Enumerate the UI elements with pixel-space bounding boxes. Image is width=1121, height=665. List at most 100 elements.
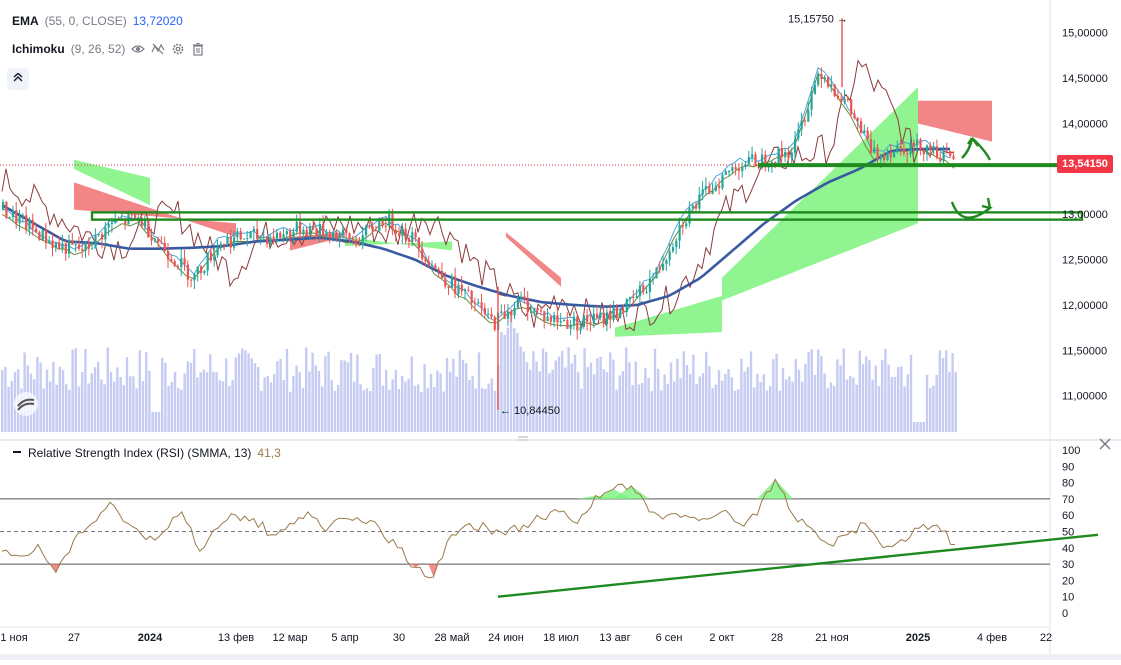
candle-up: [318, 224, 321, 236]
candle-down: [77, 244, 81, 249]
rsi-tick-label: 10: [1062, 592, 1074, 604]
volume-bar: [618, 375, 621, 432]
candle-down: [899, 145, 902, 149]
candle-up: [675, 240, 678, 248]
volume-bar: [682, 351, 685, 432]
candle-up: [807, 109, 810, 122]
candle-up: [741, 166, 744, 172]
candle-up: [662, 264, 665, 270]
volume-bar: [945, 350, 948, 432]
candle-up: [513, 307, 516, 316]
candle-up: [91, 248, 94, 250]
candle-down: [38, 232, 41, 241]
ema-value: 13,72020: [132, 14, 183, 28]
time-axis-label: 6 сен: [656, 632, 683, 644]
candle-down: [945, 150, 948, 152]
volume-bar: [100, 379, 103, 432]
volume-bar: [788, 376, 791, 432]
ichimoku-legend[interactable]: Ichimoku (9, 26, 52): [12, 42, 205, 56]
volume-bar: [308, 371, 311, 432]
candle-up: [216, 246, 219, 256]
volume-bar: [228, 386, 231, 432]
volume-bar: [669, 362, 673, 432]
ema-legend[interactable]: EMA (55, 0, CLOSE) 13,72020: [12, 14, 183, 28]
volume-bar: [471, 375, 474, 432]
rsi-pane: [0, 478, 1099, 598]
volume-bar: [685, 365, 689, 432]
candle-up: [629, 296, 632, 300]
candle-down: [407, 238, 411, 242]
candle-up: [563, 319, 566, 321]
candle-down: [596, 313, 599, 318]
candle-down: [850, 99, 853, 114]
candle-down: [150, 237, 153, 241]
volume-bar: [855, 384, 858, 432]
volume-bar: [381, 385, 385, 432]
volume-bar: [49, 381, 52, 432]
volume-bar: [1, 369, 4, 432]
volume-bar: [273, 374, 276, 432]
eye-icon[interactable]: [131, 42, 146, 56]
rsi-tick-label: 50: [1062, 527, 1074, 539]
candle-down: [345, 229, 348, 234]
volume-bar: [375, 354, 378, 432]
volume-bar: [625, 347, 628, 432]
candle-up: [8, 217, 11, 219]
candle-down: [130, 214, 133, 216]
volume-bar: [122, 385, 125, 432]
candle-down: [44, 229, 48, 244]
volume-bar: [477, 352, 481, 432]
candle-up: [731, 167, 734, 172]
collapse-button[interactable]: [7, 68, 29, 90]
volume-bar: [567, 347, 570, 432]
candle-down: [833, 84, 836, 96]
volume-bar: [653, 348, 657, 432]
volume-bar: [791, 381, 794, 432]
price-tick-label: 15,00000: [1062, 28, 1108, 40]
volume-bar: [177, 387, 180, 432]
candle-down: [876, 147, 879, 160]
volume-bar: [929, 388, 932, 432]
candle-up: [668, 251, 671, 261]
candle-down: [510, 311, 513, 316]
volume-bar: [900, 366, 903, 432]
volume-bar: [545, 352, 548, 432]
candle-up: [688, 207, 691, 224]
volume-bar: [125, 357, 129, 432]
candle-down: [87, 242, 90, 249]
volume-bar: [109, 371, 113, 432]
candle-down: [71, 240, 74, 245]
collapse-icon: [12, 70, 24, 88]
settings-icon[interactable]: [171, 42, 185, 56]
time-axis-label: 13 авг: [599, 632, 630, 644]
candle-down: [490, 313, 493, 317]
time-axis-label: 22: [1040, 632, 1052, 644]
volume-bar: [535, 361, 538, 432]
volume-bar: [218, 380, 221, 432]
bottom-scrollbar[interactable]: [0, 654, 1121, 660]
candle-up: [48, 240, 51, 244]
volume-bar: [116, 367, 119, 432]
rsi-tick-label: 80: [1062, 478, 1074, 490]
volume-bar: [285, 348, 289, 432]
volume-bar: [161, 357, 164, 432]
candle-down: [503, 311, 506, 319]
hide-icon[interactable]: [151, 42, 165, 56]
candle-down: [754, 154, 757, 166]
rsi-collapse-icon[interactable]: [12, 446, 22, 460]
rsi-legend[interactable]: Relative Strength Index (RSI) (SMMA, 13)…: [12, 446, 281, 460]
candle-up: [308, 226, 312, 236]
volume-bar: [692, 354, 695, 432]
volume-bar: [170, 381, 173, 432]
candle-up: [457, 284, 460, 294]
volume-bar: [596, 358, 599, 432]
close-rsi-button[interactable]: [1098, 437, 1114, 453]
candle-down: [315, 228, 318, 236]
volume-bar: [77, 386, 81, 432]
volume-bar: [455, 376, 458, 432]
trash-icon[interactable]: [191, 42, 205, 56]
tenkan-sen-line: [1, 67, 951, 323]
volume-bar: [583, 348, 586, 432]
